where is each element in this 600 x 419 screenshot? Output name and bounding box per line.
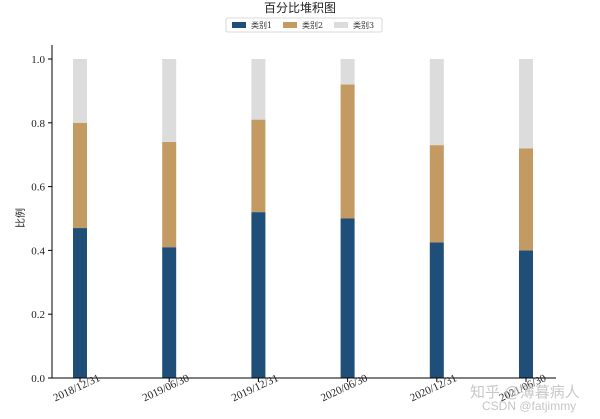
bar-segment [340,218,355,378]
bar-segment [162,141,177,248]
bar-segment [429,242,444,378]
bar-segment [519,148,533,251]
bar-segment [340,84,355,219]
legend-label: 类别3 [353,20,374,30]
bar-segment [73,122,87,229]
bar-segment [162,59,177,142]
bar-segment [73,228,87,378]
legend-label: 类别2 [302,20,323,30]
bar-segment [162,247,177,378]
y-tick-label: 0.2 [31,309,45,321]
bars-group [73,59,533,378]
bar-segment [340,59,355,85]
legend-swatch [283,22,297,28]
y-tick-label: 1.0 [31,54,45,66]
y-axis-label: 比例 [14,208,27,228]
y-tick-label: 0.0 [31,373,45,385]
bar-segment [251,119,266,213]
bar-segment [251,59,266,120]
bar-segment [429,59,444,146]
watermark-csdn: CSDN @fatjimmy [482,399,576,413]
y-tick-label: 0.6 [31,182,45,194]
y-axis: 0.0 0.2 0.4 0.6 0.8 1.0 [31,45,53,385]
legend-label: 类别1 [251,20,272,30]
y-tick-label: 0.8 [31,118,45,130]
bar-segment [73,59,87,123]
bar-segment [519,59,533,149]
chart-title: 百分比堆积图 [264,1,336,15]
legend-swatch [232,22,246,28]
watermark-zhihu: 知乎 @薄暮病人 [470,383,580,401]
legend-frame [225,17,383,33]
bar-segment [251,212,266,378]
bar-segment [429,145,444,243]
y-tick-label: 0.4 [31,245,45,257]
legend: 类别1 类别2 类别3 [225,17,383,33]
legend-swatch [334,22,348,28]
bar-segment [519,250,533,378]
